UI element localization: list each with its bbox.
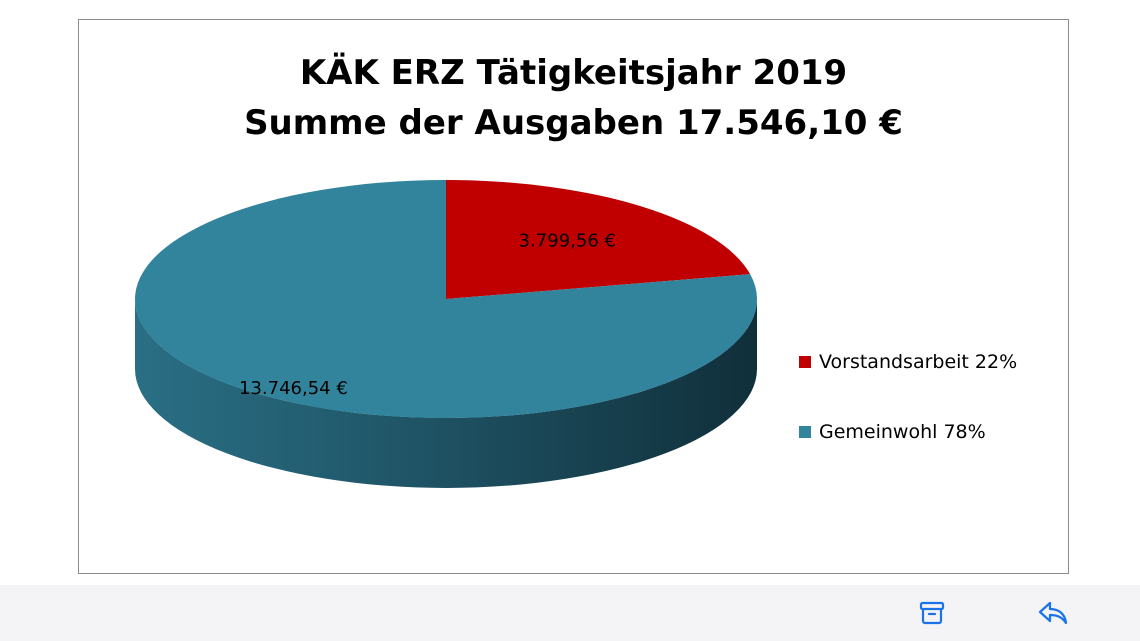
legend-swatch-vorstandsarbeit [799, 356, 811, 368]
legend-item-gemeinwohl: Gemeinwohl 78% [799, 418, 1017, 446]
archive-icon [919, 601, 945, 625]
reply-icon [1038, 601, 1068, 625]
legend-swatch-gemeinwohl [799, 426, 811, 438]
legend-item-vorstandsarbeit: Vorstandsarbeit 22% [799, 348, 1017, 376]
pie-side-1 [135, 299, 757, 488]
archive-button[interactable] [912, 593, 952, 633]
pie-chart: 3.799,56 € 13.746,54 € [135, 180, 758, 488]
legend-label-vorstandsarbeit: Vorstandsarbeit 22% [819, 351, 1018, 373]
chart-title: KÄK ERZ Tätigkeitsjahr 2019 Summe der Au… [79, 48, 1068, 148]
legend-label-gemeinwohl: Gemeinwohl 78% [819, 421, 986, 443]
chart-title-line-1: KÄK ERZ Tätigkeitsjahr 2019 [299, 53, 848, 93]
chart-title-line-2: Summe der Ausgaben 17.546,10 € [244, 103, 903, 143]
pie-slice-0 [446, 180, 751, 299]
pie-slice-1 [135, 180, 758, 418]
legend: Vorstandsarbeit 22% Gemeinwohl 78% [799, 348, 1017, 488]
reply-button[interactable] [1033, 593, 1073, 633]
chart-frame: KÄK ERZ Tätigkeitsjahr 2019 Summe der Au… [78, 19, 1069, 574]
pie-data-label-1: 13.746,54 € [239, 378, 348, 399]
pie-data-label-0: 3.799,56 € [519, 231, 616, 252]
bottom-toolbar [0, 585, 1140, 641]
